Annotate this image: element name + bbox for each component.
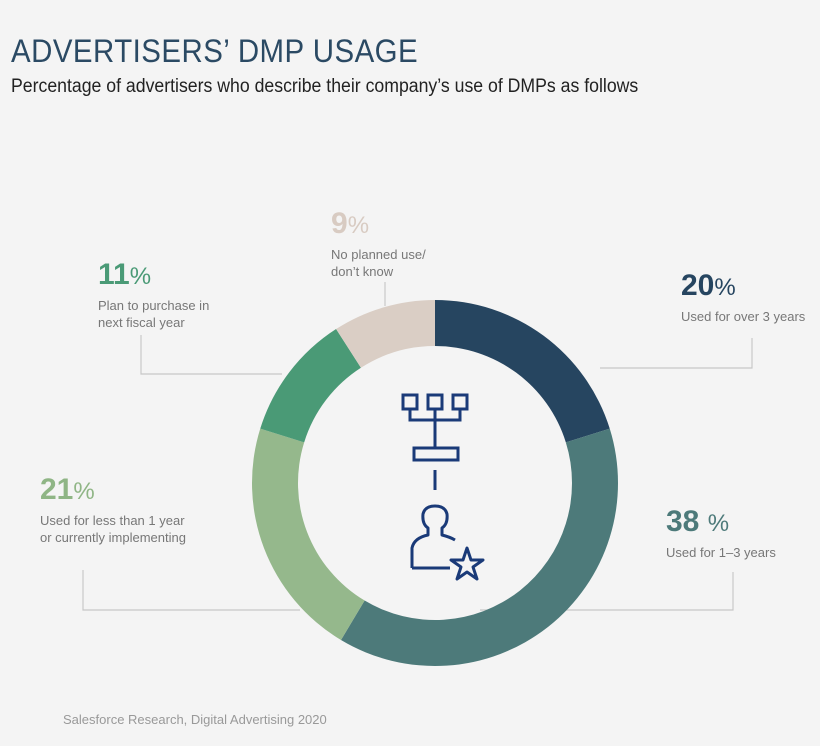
donut-slice-9 — [336, 300, 435, 368]
slice-label-1-3-years: 38 % Used for 1–3 years — [666, 506, 820, 561]
percent-sign: % — [347, 212, 370, 239]
slice-value: 38 — [666, 505, 708, 538]
slice-value: 20 — [681, 269, 715, 302]
donut-slice-38 — [340, 428, 619, 667]
donut-slice-11 — [260, 329, 361, 443]
percent-sign: % — [129, 263, 152, 290]
source-note: Salesforce Research, Digital Advertising… — [63, 712, 327, 727]
chart-subtitle: Percentage of advertisers who describe t… — [11, 76, 639, 97]
slice-value: 21 — [40, 473, 74, 506]
leader-line-20 — [600, 338, 753, 369]
user-star-icon — [410, 504, 485, 581]
hierarchy-icon — [401, 393, 469, 490]
percent-sign: % — [707, 510, 730, 537]
slice-description: Used for 1–3 years — [666, 545, 776, 560]
chart-title: ADVERTISERS’ DMP USAGE — [11, 33, 419, 69]
slice-label-plan-to-purchase: 11% Plan to purchase in next fiscal year — [98, 259, 218, 331]
leader-line-21 — [82, 570, 300, 611]
donut-slice-20 — [435, 300, 610, 443]
slice-label-over-3-years: 20% Used for over 3 years — [681, 270, 820, 325]
slice-description: Used for less than 1 year or currently i… — [40, 513, 186, 545]
percent-sign: % — [73, 478, 95, 505]
slice-label-no-planned-use: 9% No planned use/ don’t know — [331, 208, 441, 280]
donut-slice-21 — [252, 428, 365, 641]
slice-label-less-than-1-year: 21% Used for less than 1 year or current… — [40, 474, 190, 546]
leader-line-11 — [140, 335, 282, 375]
slice-description: Used for over 3 years — [681, 309, 806, 324]
percent-sign: % — [714, 274, 736, 301]
slice-value: 9 — [331, 207, 348, 240]
slice-value: 11 — [98, 258, 130, 291]
slice-description: No planned use/ don’t know — [331, 247, 426, 279]
slice-description: Plan to purchase in next fiscal year — [98, 298, 210, 330]
